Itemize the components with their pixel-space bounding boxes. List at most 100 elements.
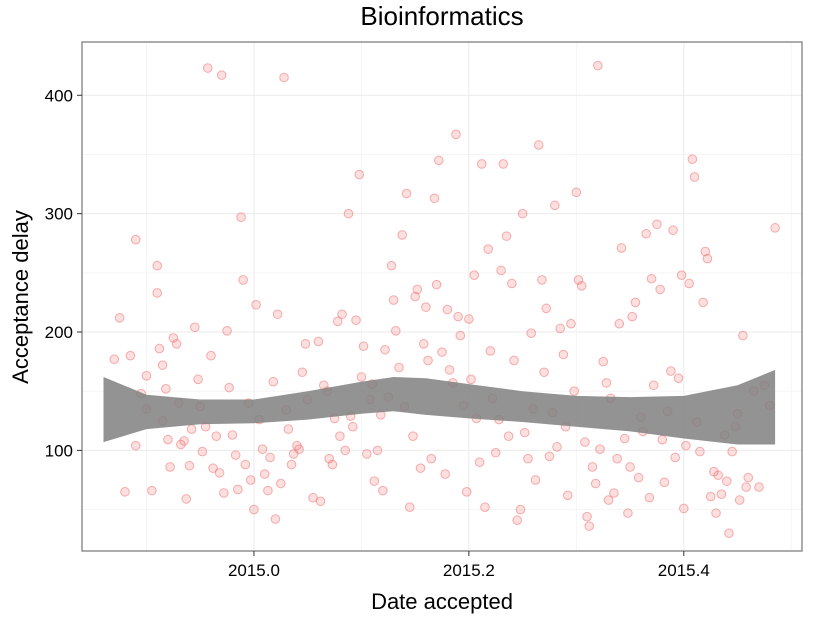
data-point — [652, 219, 662, 230]
data-point — [587, 462, 598, 472]
data-point — [412, 284, 423, 295]
data-point — [648, 380, 659, 391]
data-point — [372, 445, 383, 456]
data-point — [455, 330, 466, 341]
data-point — [408, 431, 418, 441]
data-point — [109, 354, 120, 365]
data-point — [147, 485, 157, 496]
data-point — [601, 378, 612, 388]
data-point — [315, 496, 326, 507]
data-point — [125, 350, 136, 361]
data-point — [390, 326, 401, 336]
data-point — [230, 450, 241, 460]
data-point — [678, 503, 689, 514]
data-point — [483, 244, 494, 254]
x-tick-label: 2015.2 — [443, 561, 495, 580]
data-point — [233, 484, 243, 495]
data-point — [681, 440, 691, 451]
data-point — [388, 295, 399, 305]
data-point — [222, 326, 232, 336]
data-point — [552, 442, 562, 452]
data-point — [721, 476, 732, 486]
data-point — [582, 511, 592, 522]
data-point — [401, 188, 412, 199]
data-point — [433, 155, 444, 166]
data-point — [537, 275, 547, 285]
data-point — [498, 159, 509, 169]
data-point — [603, 495, 614, 505]
data-point — [616, 243, 627, 253]
data-point — [512, 515, 523, 526]
data-point — [219, 488, 229, 498]
data-point — [356, 372, 367, 382]
data-point — [265, 452, 275, 463]
data-point — [394, 362, 404, 373]
data-point — [501, 231, 512, 241]
data-point — [249, 504, 259, 515]
data-point — [689, 172, 700, 182]
data-point — [216, 70, 227, 80]
data-point — [214, 468, 225, 478]
data-point — [666, 366, 676, 376]
y-tick-label: 100 — [45, 441, 73, 460]
data-point — [161, 384, 171, 394]
data-point — [279, 72, 289, 83]
data-point — [698, 297, 708, 308]
data-point — [743, 472, 754, 483]
chart-title: Bioinformatics — [360, 1, 523, 31]
data-point — [418, 339, 429, 349]
data-point — [684, 278, 694, 289]
data-point — [738, 330, 748, 341]
data-point — [340, 445, 351, 456]
data-point — [270, 514, 281, 524]
data-point — [659, 477, 670, 488]
data-point — [283, 424, 294, 434]
y-tick-label: 300 — [45, 205, 73, 224]
data-point — [240, 459, 251, 470]
data-points — [109, 60, 780, 539]
data-point — [576, 281, 587, 291]
data-point — [724, 528, 734, 539]
data-point — [361, 449, 372, 459]
x-tick-label: 2015.0 — [228, 561, 280, 580]
data-point — [335, 431, 345, 441]
data-point — [609, 488, 619, 498]
data-point — [668, 225, 678, 236]
data-point — [354, 169, 365, 180]
data-point — [509, 355, 519, 366]
data-point — [584, 521, 595, 531]
data-point — [184, 460, 195, 471]
y-axis-ticks: 100 200 300 400 — [45, 86, 82, 460]
plot-border — [81, 41, 803, 552]
data-point — [558, 349, 569, 360]
y-axis-title: Acceptance delay — [8, 210, 33, 384]
data-point — [245, 475, 256, 485]
data-point — [404, 502, 415, 513]
data-point — [490, 447, 501, 458]
data-point — [380, 344, 390, 355]
x-axis-title: Date accepted — [371, 589, 513, 614]
data-point — [202, 63, 213, 73]
data-point — [263, 485, 273, 496]
data-point — [224, 382, 235, 393]
data-point — [332, 316, 343, 327]
data-point — [236, 212, 246, 222]
data-point — [276, 478, 286, 489]
data-point — [461, 487, 472, 497]
data-point — [466, 374, 476, 385]
data-point — [619, 433, 630, 444]
data-point — [550, 200, 560, 211]
data-point — [369, 476, 380, 486]
data-point — [186, 424, 197, 434]
data-point — [120, 487, 130, 497]
data-point — [503, 431, 514, 441]
data-point — [655, 284, 665, 295]
data-point — [507, 278, 517, 289]
data-point — [590, 478, 601, 489]
data-point — [702, 253, 713, 264]
data-point — [343, 208, 354, 219]
x-tick-label: 2015.4 — [658, 561, 710, 580]
data-point — [351, 315, 361, 325]
data-point — [593, 60, 603, 71]
data-point — [163, 434, 173, 445]
